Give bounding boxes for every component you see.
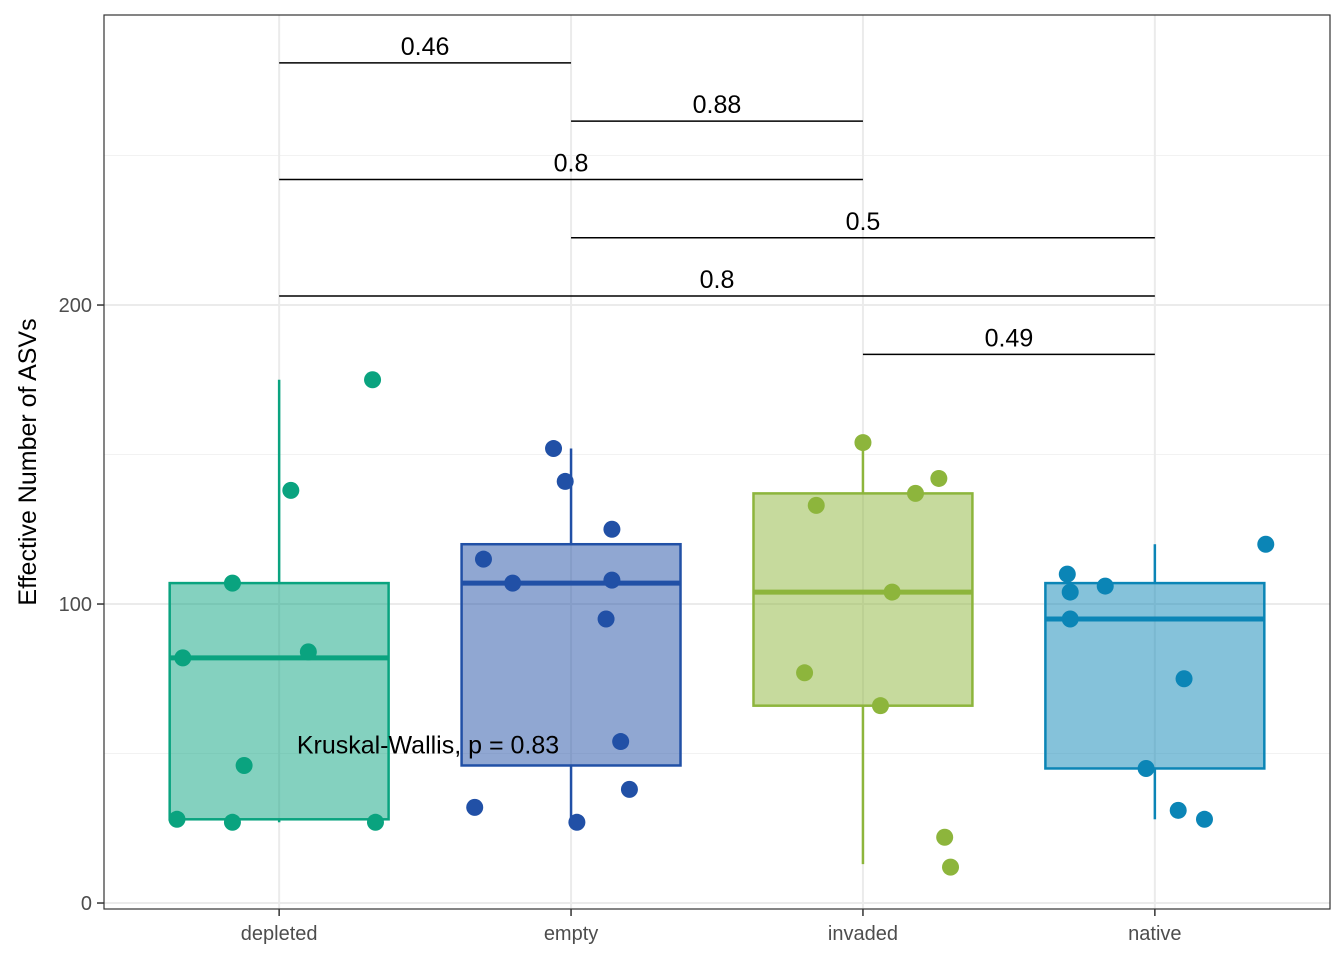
comparison-p-value: 0.8 (554, 149, 589, 177)
data-point (223, 813, 241, 831)
data-point (854, 434, 872, 452)
data-point (568, 813, 586, 831)
data-point (504, 574, 522, 592)
data-point (930, 469, 948, 487)
data-point (597, 610, 615, 628)
data-point (871, 697, 889, 715)
data-point (1195, 810, 1213, 828)
data-point (942, 858, 960, 876)
data-point (1257, 535, 1275, 553)
data-point (466, 798, 484, 816)
data-point (474, 550, 492, 568)
box-native (1044, 544, 1266, 820)
data-point (364, 371, 382, 389)
data-point (1175, 670, 1193, 688)
data-point (1058, 565, 1076, 583)
comparison-p-value: 0.8 (700, 266, 735, 294)
comparison-depleted-invaded: 0.8 (279, 149, 863, 181)
data-points (168, 371, 1275, 876)
data-point (603, 571, 621, 589)
box-invaded (752, 442, 974, 865)
comparison-p-value: 0.88 (693, 91, 742, 119)
y-tick-label: 200 (59, 295, 92, 317)
box-empty (460, 448, 682, 823)
data-point (168, 810, 186, 828)
comparison-invaded-native: 0.49 (862, 324, 1155, 356)
y-tick-label: 0 (81, 893, 92, 915)
panel-border (103, 14, 1331, 910)
comparison-p-value: 0.5 (846, 208, 881, 236)
data-point (235, 756, 253, 774)
x-tick-label: native (1128, 923, 1181, 945)
data-point (883, 583, 901, 601)
comparison-depleted-empty: 0.46 (279, 33, 572, 64)
data-point (545, 440, 563, 458)
comparison-empty-invaded: 0.88 (571, 91, 863, 122)
data-point (906, 484, 924, 502)
box-iqr (1044, 581, 1266, 770)
comparison-empty-native: 0.5 (571, 208, 1155, 239)
data-point (1061, 583, 1079, 601)
x-tick-label: depleted (241, 923, 318, 945)
comparison-brackets: 0.46 0.88 0.8 0.5 0.8 0.49 (279, 33, 1155, 356)
y-tick-label: 100 (59, 594, 92, 616)
data-point (620, 780, 638, 798)
data-point (366, 813, 384, 831)
x-tick-label: invaded (828, 923, 898, 945)
box-iqr (752, 492, 974, 707)
data-point (936, 828, 954, 846)
comparison-depleted-native: 0.8 (279, 266, 1155, 297)
comparison-p-value: 0.49 (985, 324, 1034, 352)
data-point (603, 520, 621, 538)
data-point (1096, 577, 1114, 595)
kruskal-wallis-annotation: Kruskal-Wallis, p = 0.83 (297, 732, 559, 760)
data-point (612, 733, 630, 751)
data-point (796, 664, 814, 682)
x-tick-label: empty (544, 923, 598, 945)
comparison-p-value: 0.46 (401, 33, 450, 61)
axes: 0 100 200 depleted empty invaded native (59, 295, 1182, 945)
data-point (223, 574, 241, 592)
data-point (299, 643, 317, 661)
data-point (282, 481, 300, 499)
boxes (168, 379, 1266, 865)
data-point (1169, 801, 1187, 819)
data-point (807, 496, 825, 514)
box-iqr (168, 581, 390, 821)
data-point (1061, 610, 1079, 628)
box-depleted (168, 379, 390, 823)
data-point (174, 649, 192, 667)
y-axis-title: Effective Number of ASVs (14, 318, 42, 605)
data-point (556, 472, 574, 490)
data-point (1137, 759, 1155, 777)
